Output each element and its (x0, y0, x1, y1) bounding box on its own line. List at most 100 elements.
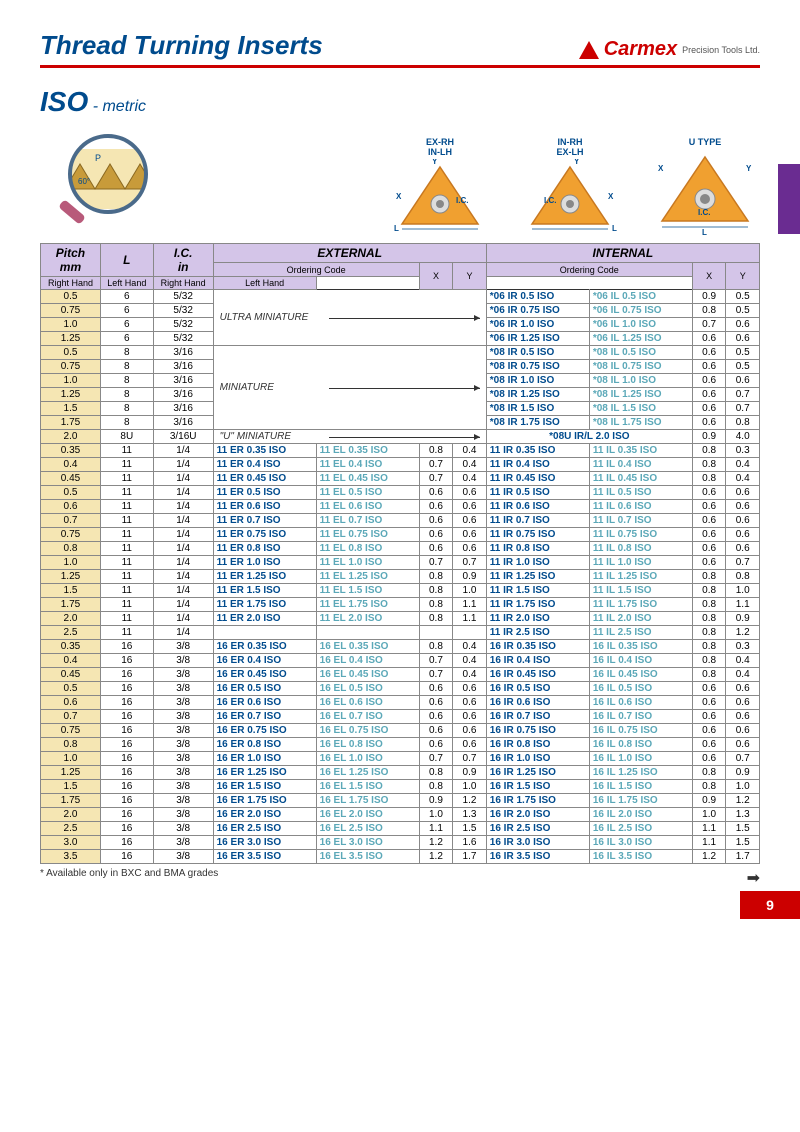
cell-ext-rh: 16 ER 0.75 ISO (213, 724, 316, 738)
svg-text:60°: 60° (78, 177, 90, 186)
cell-pitch: 3.5 (41, 850, 101, 864)
cell-l: 16 (100, 780, 153, 794)
cell-pitch: 1.25 (41, 332, 101, 346)
cell-l: 16 (100, 668, 153, 682)
cell-int-y: 0.6 (726, 374, 760, 388)
cell-l: 11 (100, 500, 153, 514)
cell-pitch: 1.25 (41, 766, 101, 780)
cell-ext-y: 0.7 (453, 556, 487, 570)
cell-ext-y: 1.1 (453, 612, 487, 626)
cell-l: 11 (100, 444, 153, 458)
svg-text:I.C.: I.C. (544, 196, 556, 205)
cell-ext-y: 0.7 (453, 752, 487, 766)
cell-ext-rh: 16 ER 0.4 ISO (213, 654, 316, 668)
cell-int-lh: 16 IL 3.5 ISO (589, 850, 692, 864)
cell-ic: 5/32 (153, 304, 213, 318)
cell-ic: 1/4 (153, 444, 213, 458)
cell-ic: 5/32 (153, 318, 213, 332)
cell-l: 8 (100, 346, 153, 360)
cell-pitch: 1.5 (41, 402, 101, 416)
cell-int-lh: 16 IL 0.45 ISO (589, 668, 692, 682)
cell-pitch: 2.5 (41, 822, 101, 836)
cell-int-x: 0.6 (692, 374, 726, 388)
magnifier-diagram: P 60° (40, 129, 180, 239)
table-row: 0.5163/816 ER 0.5 ISO16 EL 0.5 ISO0.60.6… (41, 682, 760, 696)
cell-ic: 1/4 (153, 486, 213, 500)
cell-ext-x: 0.9 (419, 794, 453, 808)
cell-ext-x: 0.7 (419, 556, 453, 570)
cell-ext-lh: 11 EL 0.4 ISO (316, 458, 419, 472)
cell-ic: 1/4 (153, 528, 213, 542)
insert-utype-diagram: U TYPE I.C. X Y L (650, 137, 760, 239)
cell-ext-lh: 11 EL 0.35 ISO (316, 444, 419, 458)
cell-pitch: 0.6 (41, 500, 101, 514)
cell-int-lh: 11 IL 0.5 ISO (589, 486, 692, 500)
cell-int-rh: 11 IR 1.75 ISO (486, 598, 589, 612)
cell-ext-lh: 11 EL 0.6 ISO (316, 500, 419, 514)
catalog-page: Thread Turning Inserts Carmex Precision … (0, 0, 800, 919)
cell-int-x: 0.9 (692, 430, 726, 444)
cell-ext-y: 0.6 (453, 528, 487, 542)
cell-ic: 3/8 (153, 724, 213, 738)
cell-ic: 1/4 (153, 542, 213, 556)
cell-int-y: 0.9 (726, 612, 760, 626)
cell-ext-rh: 16 ER 2.0 ISO (213, 808, 316, 822)
cell-int-x: 0.8 (692, 766, 726, 780)
table-row: 0.45111/411 ER 0.45 ISO11 EL 0.45 ISO0.7… (41, 472, 760, 486)
cell-ext-rh: 16 ER 3.5 ISO (213, 850, 316, 864)
section-heading: ISO - metric (40, 86, 760, 118)
cell-l: 6 (100, 332, 153, 346)
cell-ext-y: 1.7 (453, 850, 487, 864)
cell-ic: 5/32 (153, 332, 213, 346)
cell-int-x: 0.8 (692, 584, 726, 598)
cell-int-lh: 16 IL 0.7 ISO (589, 710, 692, 724)
cell-int-lh: 16 IL 0.6 ISO (589, 696, 692, 710)
cell-pitch: 0.8 (41, 542, 101, 556)
svg-text:Y: Y (746, 164, 752, 173)
cell-int-x: 0.8 (692, 304, 726, 318)
cell-note: "U" MINIATURE (213, 430, 486, 444)
cell-int-y: 0.7 (726, 402, 760, 416)
cell-int-y: 0.6 (726, 696, 760, 710)
cell-ext-rh: 16 ER 0.6 ISO (213, 696, 316, 710)
cell-pitch: 1.25 (41, 570, 101, 584)
cell-int-rh: 11 IR 0.35 ISO (486, 444, 589, 458)
cell-ic: 3/16 (153, 346, 213, 360)
logo-icon (579, 41, 599, 59)
cell-l: 8 (100, 360, 153, 374)
cell-int-rh: 16 IR 3.0 ISO (486, 836, 589, 850)
cell-int-x: 0.6 (692, 486, 726, 500)
cell-int-lh: 16 IL 1.25 ISO (589, 766, 692, 780)
cell-int-rh: 16 IR 2.0 ISO (486, 808, 589, 822)
th-ext-ordering: Ordering Code (213, 263, 419, 277)
cell-int-x: 1.0 (692, 808, 726, 822)
cell-int-y: 0.6 (726, 738, 760, 752)
table-row: 0.4111/411 ER 0.4 ISO11 EL 0.4 ISO0.70.4… (41, 458, 760, 472)
cell-ext-x: 0.7 (419, 458, 453, 472)
cell-ic: 3/8 (153, 822, 213, 836)
page-title: Thread Turning Inserts (40, 30, 323, 61)
th-ext-lh: Left Hand (100, 277, 153, 290)
cell-int-lh: 11 IL 1.75 ISO (589, 598, 692, 612)
cell-int-lh: 11 IL 0.7 ISO (589, 514, 692, 528)
page-footer: 9 (40, 891, 760, 919)
th-int-ordering: Ordering Code (486, 263, 692, 277)
cell-int-x: 0.6 (692, 528, 726, 542)
cell-l: 16 (100, 682, 153, 696)
cell-pitch: 1.5 (41, 584, 101, 598)
cell-pitch: 2.0 (41, 808, 101, 822)
cell-int-rh: 16 IR 1.75 ISO (486, 794, 589, 808)
cell-ext-y: 0.6 (453, 500, 487, 514)
cell-int-lh: 11 IL 1.25 ISO (589, 570, 692, 584)
table-row: 0.583/16MINIATURE*08 IR 0.5 ISO*08 IL 0.… (41, 346, 760, 360)
cell-int-x: 0.6 (692, 738, 726, 752)
cell-int-lh: 11 IL 0.35 ISO (589, 444, 692, 458)
cell-int-rh: *08 IR 0.75 ISO (486, 360, 589, 374)
cell-ext-x: 0.8 (419, 598, 453, 612)
cell-int-rh: 11 IR 1.5 ISO (486, 584, 589, 598)
cell-ext-x: 1.0 (419, 808, 453, 822)
cell-ext-x: 0.8 (419, 584, 453, 598)
cell-l: 11 (100, 542, 153, 556)
svg-text:P: P (95, 153, 101, 163)
cell-pitch: 1.0 (41, 374, 101, 388)
